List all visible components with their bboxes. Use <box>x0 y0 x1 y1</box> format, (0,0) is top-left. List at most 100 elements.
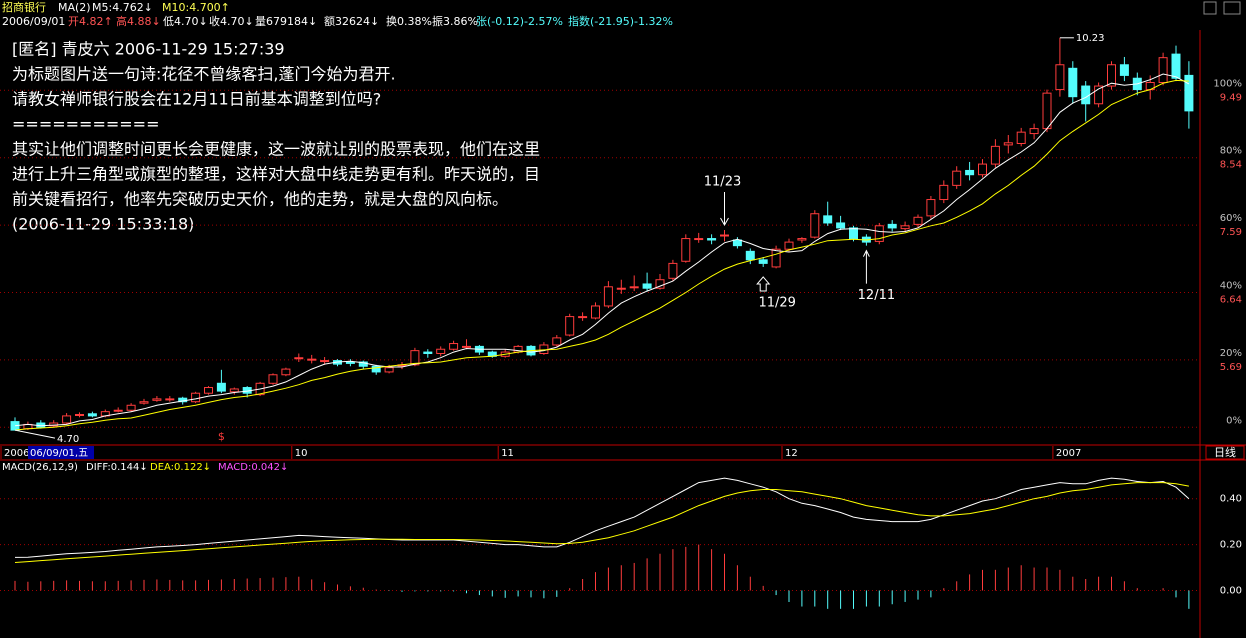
index-change: 指数(-21.95)-1.32% <box>568 14 673 28</box>
y-tick-label: 0.00 <box>1220 585 1242 596</box>
candle-body <box>165 398 175 401</box>
candle-body <box>990 145 1000 165</box>
candle-body <box>616 287 626 290</box>
candle-body <box>745 250 755 261</box>
stock-name: 招商银行 <box>2 0 46 14</box>
ma-label: MA(2) <box>58 1 91 14</box>
x-tick-label: 11 <box>501 448 514 459</box>
candle-body <box>345 361 355 364</box>
candle-body <box>1119 64 1129 76</box>
candle-body <box>204 387 213 394</box>
candle-body <box>216 382 226 392</box>
candle-body <box>423 351 433 354</box>
candle-body <box>887 223 897 229</box>
candle-body <box>668 262 678 279</box>
close: 收4.70↓ <box>209 14 254 28</box>
macd-legend: MACD:0.042↓ <box>218 462 288 473</box>
m10-legend: M10:4.700↑ <box>162 1 230 14</box>
candle-body <box>707 238 717 241</box>
candle-body <box>87 413 97 417</box>
candle-body <box>126 404 136 411</box>
y-tick-price: 9.49 <box>1220 92 1242 103</box>
candle-body <box>462 345 471 348</box>
low: 低4.70↓ <box>163 15 208 28</box>
candle-body <box>1003 142 1013 146</box>
annotation-arrow <box>756 276 771 292</box>
candle-body <box>62 415 72 424</box>
annotation-arrow <box>862 249 870 257</box>
candle-body <box>952 170 962 186</box>
post-line: 为标题图片送一句诗:花径不曾缘客扫,蓬门今始为君开. <box>12 65 396 84</box>
candle-body <box>1081 85 1091 105</box>
candle-body <box>371 365 381 373</box>
y-tick-label: 100% <box>1213 78 1242 89</box>
high: 高4.88↓ <box>116 14 161 28</box>
annotation: 12/11 <box>858 288 895 303</box>
candle-body <box>268 374 278 384</box>
candle-body <box>358 361 368 367</box>
candle-body <box>1042 92 1052 130</box>
candle-body <box>939 184 949 201</box>
y-tick-price: 8.54 <box>1220 160 1242 171</box>
y-tick-price: 6.64 <box>1220 294 1242 305</box>
candle-body <box>603 286 613 307</box>
y-tick-price: 7.59 <box>1220 227 1242 238</box>
candle-body <box>720 234 729 237</box>
macd-legend: DEA:0.122↓ <box>150 462 211 473</box>
turnover: 换0.38% <box>386 14 432 28</box>
candle-body <box>642 283 652 289</box>
window-icon[interactable] <box>1223 1 1241 15</box>
candle-body <box>436 348 446 354</box>
candle-body <box>823 215 833 224</box>
candle-body <box>900 225 910 230</box>
candle-body <box>591 305 600 319</box>
candle-body <box>732 239 742 247</box>
m5-legend: M5:4.762↓ <box>92 1 153 14</box>
period-box <box>1205 445 1245 460</box>
y-tick-label: 0% <box>1226 415 1242 426</box>
y-tick-label: 20% <box>1220 348 1242 359</box>
change: 张(-0.12)-2.57% <box>476 15 563 28</box>
candle-body <box>191 392 201 403</box>
high-label: 10.23 <box>1076 33 1105 44</box>
candle-body <box>281 368 291 376</box>
y-tick-label: 0.20 <box>1220 540 1242 551</box>
candle-body <box>810 213 820 238</box>
low-label: 4.70 <box>57 434 79 445</box>
ma-line <box>14 73 1190 427</box>
open: 开4.82↑ <box>68 15 113 28</box>
candle-body <box>1055 64 1065 91</box>
window-icon[interactable] <box>1203 1 1217 15</box>
macd-title: MACD(26,12,9) <box>2 462 78 473</box>
candle-body <box>152 398 162 401</box>
dividend-marker: $ <box>218 430 225 443</box>
candle-body <box>320 360 330 363</box>
x-tick-label: 2006 <box>4 448 29 459</box>
candle-body <box>849 227 858 240</box>
candle-body <box>113 409 123 412</box>
candle-body <box>1068 67 1078 98</box>
candle-body <box>913 216 923 225</box>
candle-body <box>307 358 317 361</box>
period: 日线 <box>1214 445 1236 459</box>
candle-body <box>565 316 575 336</box>
y-tick-label: 80% <box>1220 146 1242 157</box>
macd-line <box>14 482 1189 563</box>
candle-body <box>694 238 704 241</box>
x-tick-label: 10 <box>295 448 308 459</box>
candle-body <box>449 343 459 350</box>
candle-body <box>978 163 987 176</box>
candle-body <box>758 259 768 264</box>
y-tick-label: 0.40 <box>1220 494 1242 505</box>
x-tick-label: 12 <box>785 448 798 459</box>
candle-body <box>578 316 588 319</box>
candle-body <box>75 413 84 416</box>
candle-body <box>1016 131 1026 145</box>
y-tick-label: 60% <box>1220 213 1242 224</box>
post-line: 请教女禅师银行股会在12月11日前基本调整到位吗? <box>12 90 381 109</box>
candle-body <box>139 401 149 404</box>
annotation-arrow <box>720 217 729 227</box>
candle-body <box>1171 53 1181 79</box>
y-tick-label: 40% <box>1220 280 1242 291</box>
